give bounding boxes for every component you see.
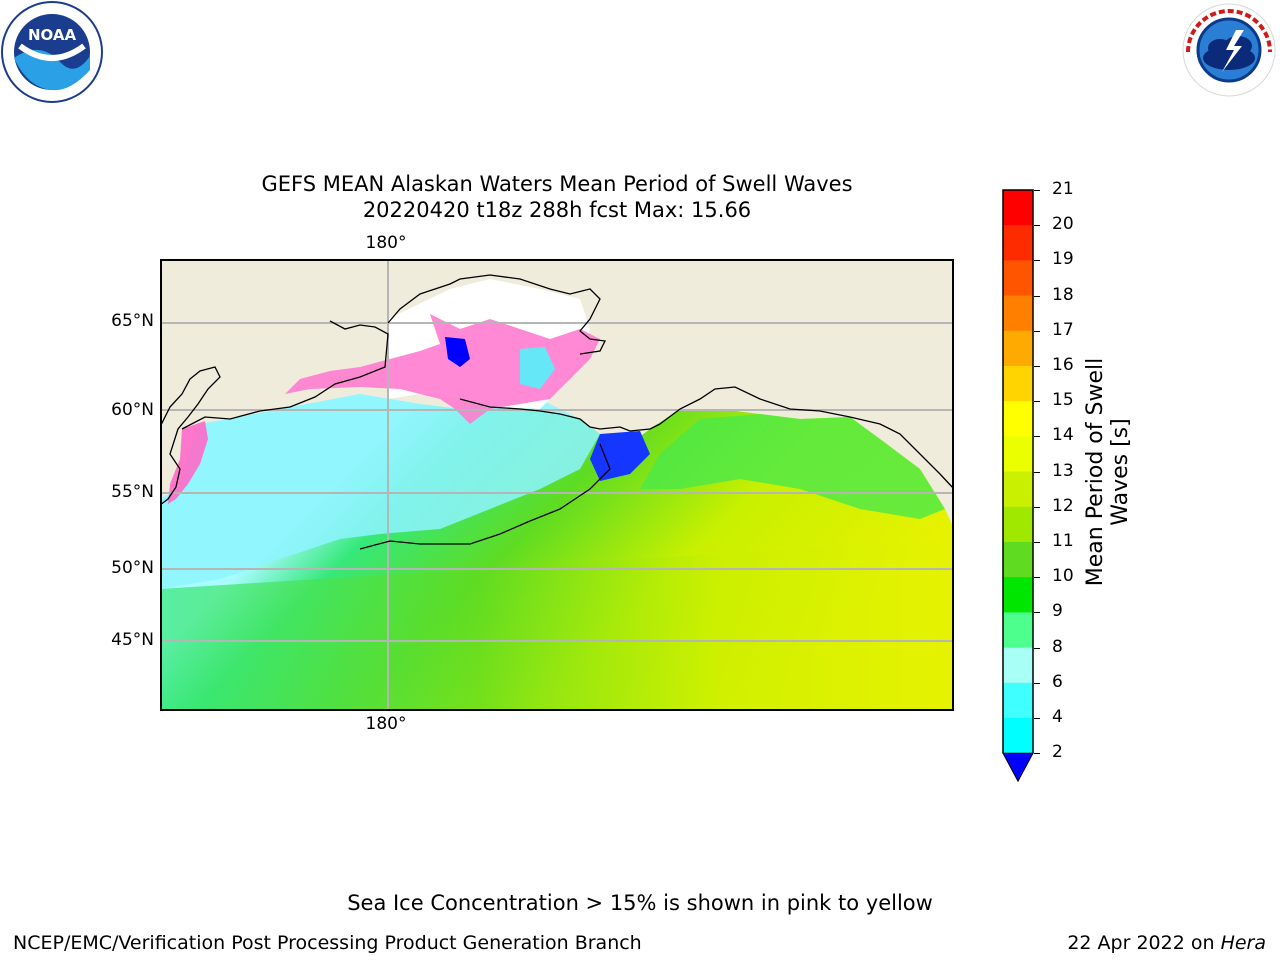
colorbar-band xyxy=(1003,718,1033,754)
colorbar-tick-label: 15 xyxy=(1052,390,1074,411)
colorbar-tick-mark xyxy=(1034,190,1040,191)
colorbar-band xyxy=(1003,330,1033,367)
colorbar-band xyxy=(1003,260,1033,297)
lat-label-45n: 45°N xyxy=(111,630,154,650)
sea-ice-pink-west xyxy=(168,421,208,504)
date-text: 22 Apr 2022 on Hera xyxy=(1067,932,1266,954)
colorbar-tick-label: 8 xyxy=(1052,636,1063,657)
colorbar xyxy=(1002,188,1034,784)
colorbar-tick-mark xyxy=(1034,260,1040,262)
colorbar-tick-mark xyxy=(1034,682,1040,684)
colorbar-tick-label: 19 xyxy=(1052,249,1074,270)
colorbar-tick-label: 16 xyxy=(1052,355,1074,375)
colorbar-tick-mark xyxy=(1034,295,1040,297)
colorbar-tick-label: 2 xyxy=(1052,742,1063,763)
chart-title-line2: 20220420 t18z 288h fcst Max: 15.66 xyxy=(362,198,752,222)
lon-label-top: 180° xyxy=(365,233,407,253)
lat-label-60n: 60°N xyxy=(111,400,154,420)
colorbar-label: Mean Period of Swell Waves [s] xyxy=(1083,357,1133,587)
colorbar-tick-label: 6 xyxy=(1052,671,1063,692)
colorbar-ticks: 21 20 19 18 17 16 15 14 13 12 11 10 9 8 6 4 2 xyxy=(1034,179,1084,784)
chart-title-line1: GEFS MEAN Alaskan Waters Mean Period of … xyxy=(261,172,853,196)
lon-label-bottom: 180° xyxy=(365,714,407,734)
colorbar-band xyxy=(1003,506,1033,543)
colorbar-tick-mark xyxy=(1034,577,1040,579)
colorbar-band xyxy=(1003,612,1033,649)
colorbar-svg xyxy=(1002,189,1034,783)
colorbar-tick-mark xyxy=(1034,612,1040,614)
colorbar-tick-label: 18 xyxy=(1052,284,1074,305)
colorbar-tick-mark xyxy=(1034,718,1040,719)
colorbar-frame xyxy=(1002,189,1034,754)
colorbar-band xyxy=(1003,471,1033,508)
colorbar-tick-mark xyxy=(1034,225,1040,227)
coastlines xyxy=(159,274,955,550)
colorbar-tick-label: 17 xyxy=(1052,319,1074,340)
ocean-south xyxy=(160,539,954,711)
credit-text: NCEP/EMC/Verification Post Processing Pr… xyxy=(13,932,642,954)
date-label: 22 Apr 2022 on xyxy=(1067,932,1221,954)
colorbar-tick-mark xyxy=(1034,471,1040,473)
colorbar-tick-label: 13 xyxy=(1052,460,1074,481)
colorbar-tick-label: 11 xyxy=(1052,531,1074,551)
colorbar-tick-mark xyxy=(1034,542,1040,543)
colorbar-band xyxy=(1003,647,1033,684)
colorbar-tick-mark xyxy=(1034,647,1040,649)
colorbar-tick-mark xyxy=(1034,401,1040,403)
colorbar-tick-label: 14 xyxy=(1052,425,1074,446)
colorbar-tick-label: 12 xyxy=(1052,495,1074,516)
colorbar-band xyxy=(1003,577,1033,613)
bering-sea xyxy=(160,394,600,589)
colorbar-band xyxy=(1003,542,1033,578)
map-panel xyxy=(159,259,955,711)
colorbar-tick-mark xyxy=(1034,436,1040,438)
sea-ice-note: Sea Ice Concentration > 15% is shown in … xyxy=(347,891,933,915)
host-name: Hera xyxy=(1220,932,1266,954)
lat-label-65n: 65°N xyxy=(111,311,154,331)
colorbar-tick-label: 20 xyxy=(1052,214,1074,235)
nws-logo xyxy=(1178,0,1280,100)
map-frame xyxy=(160,259,954,711)
graticule xyxy=(160,259,954,711)
colorbar-band xyxy=(1003,225,1033,261)
colorbar-band xyxy=(1003,295,1033,332)
colorbar-tick-label: 10 xyxy=(1052,566,1074,587)
colorbar-tick-label: 4 xyxy=(1052,707,1063,727)
colorbar-tick-mark xyxy=(1034,366,1040,367)
colorbar-tick-mark xyxy=(1034,506,1040,508)
colorbar-band xyxy=(1003,190,1033,226)
lat-label-55n: 55°N xyxy=(111,482,154,502)
sea-ice-pink xyxy=(285,314,600,424)
noaa-logo: NOAA xyxy=(0,0,104,104)
colorbar-band xyxy=(1003,401,1033,437)
colorbar-extension xyxy=(1002,752,1034,783)
colorbar-band xyxy=(1003,436,1033,473)
colorbar-tick-mark xyxy=(1034,330,1040,332)
cyan-inlet xyxy=(520,347,555,389)
colorbar-tick-label: 21 xyxy=(1052,179,1074,199)
colorbar-band xyxy=(1003,366,1033,402)
low-period-spot-2 xyxy=(590,431,650,481)
colorbar-band xyxy=(1003,682,1033,719)
colorbar-tick-mark xyxy=(1034,753,1040,755)
low-period-spot-1 xyxy=(445,337,470,367)
svg-text:NOAA: NOAA xyxy=(28,26,77,44)
colorbar-tick-label: 9 xyxy=(1052,601,1063,622)
lat-label-50n: 50°N xyxy=(111,558,154,578)
map-svg xyxy=(159,259,955,711)
